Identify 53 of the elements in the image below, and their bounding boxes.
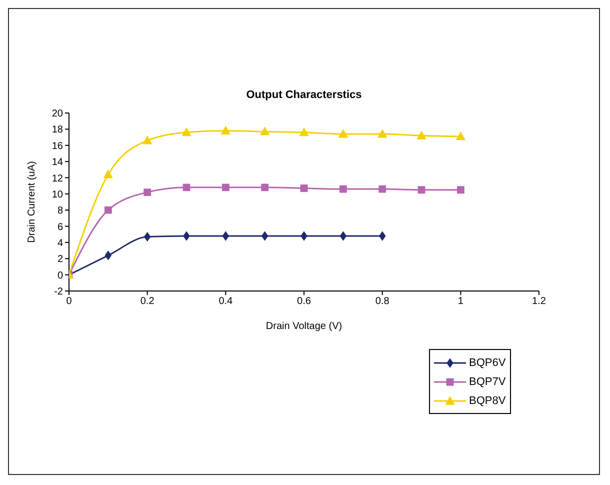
y-tick-label: 6 (57, 222, 64, 233)
y-tick-label: 12 (52, 173, 64, 184)
legend-label: BQP8V (469, 394, 506, 406)
y-tick-label: -2 (54, 286, 64, 298)
point (340, 231, 346, 240)
point (339, 185, 347, 193)
point (104, 170, 113, 178)
point (104, 206, 112, 214)
point (338, 130, 348, 138)
y-tick-label: 18 (52, 124, 64, 136)
point (300, 184, 308, 192)
y-axis-title: Drain Current (uA) (26, 161, 38, 243)
point (378, 130, 387, 138)
point (456, 186, 464, 194)
point (182, 128, 191, 136)
point (260, 127, 270, 136)
point (300, 231, 308, 240)
point (262, 231, 268, 240)
y-tick-label: 8 (57, 206, 64, 217)
x-axis-title: Drain Voltage (V) (266, 321, 342, 332)
x-tick-label: 0.8 (375, 296, 390, 308)
legend-label: BQP6V (469, 356, 506, 368)
y-tick-label: 2 (57, 254, 64, 266)
x-tick-label: 0.2 (140, 296, 155, 308)
chart-title: Output Characterstics (245, 89, 363, 101)
point (222, 184, 230, 192)
x-tick-label: 1.2 (532, 296, 546, 308)
y-tick-label: 14 (52, 157, 64, 168)
point (378, 185, 386, 193)
y-tick-label: 10 (52, 189, 64, 200)
point (221, 126, 230, 134)
x-tick-label: 0.4 (218, 296, 234, 308)
x-tick-label: 0.6 (297, 296, 312, 308)
point (222, 231, 229, 240)
point (417, 131, 426, 140)
point (300, 128, 308, 136)
x-tick-label: 1 (458, 296, 464, 308)
y-tick-label: 4 (57, 238, 64, 250)
point (379, 231, 386, 240)
legend-label: BQP7V (469, 376, 506, 388)
point (142, 136, 152, 144)
y-tick-label: 0 (57, 270, 64, 282)
y-tick-label: 16 (52, 140, 64, 152)
point (261, 184, 269, 192)
point (456, 132, 466, 140)
point (182, 184, 190, 192)
y-tick-label: 20 (52, 108, 64, 120)
point (183, 231, 190, 240)
point (418, 186, 426, 194)
x-tick-label: 0 (66, 296, 72, 308)
point (144, 232, 151, 242)
point (104, 250, 112, 260)
point (144, 188, 152, 196)
